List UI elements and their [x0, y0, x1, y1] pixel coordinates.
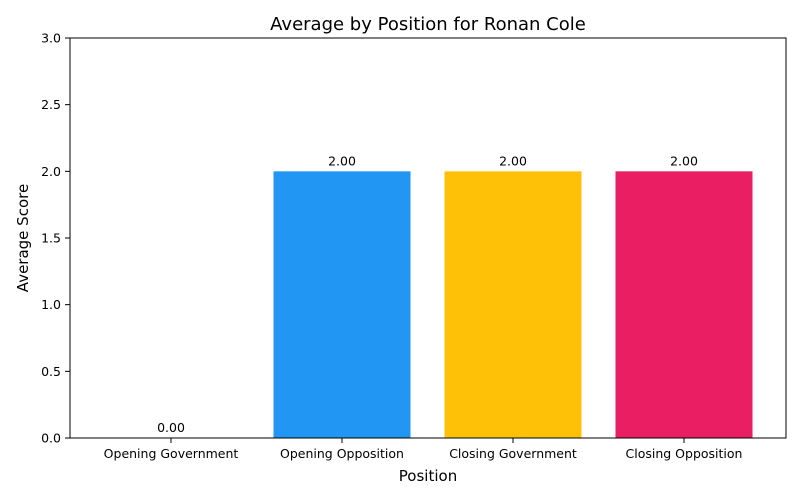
x-ticks-group: Opening Government Opening Opposition Clos…: [104, 438, 743, 461]
bar: [615, 171, 753, 439]
y-tick-label: 2.0: [41, 164, 61, 179]
y-tick-label: 0.5: [41, 364, 61, 379]
x-tick-label: Opening Opposition: [280, 446, 404, 461]
x-tick-label: Closing Opposition: [626, 446, 743, 461]
bar-value-label: 2.00: [328, 153, 356, 168]
x-axis-label: Position: [399, 467, 457, 485]
bar-value-label: 0.00: [157, 420, 185, 435]
y-tick-label: 1.5: [41, 231, 61, 246]
y-tick-label: 2.5: [41, 97, 61, 112]
y-tick-label: 0.0: [41, 431, 61, 446]
y-tick-label: 1.0: [41, 297, 61, 312]
x-tick-label: Closing Government: [449, 446, 577, 461]
bar: [273, 171, 411, 439]
bar-value-label: 2.00: [499, 153, 527, 168]
y-axis-label: Average Score: [14, 184, 32, 292]
y-ticks-group: 0.0 0.5 1.0 1.5 2.0 2.5 3.0: [41, 31, 70, 446]
chart-title: Average by Position for Ronan Cole: [270, 14, 586, 35]
bar: [444, 171, 582, 439]
bar-value-label: 2.00: [670, 153, 698, 168]
bars-group: [273, 171, 753, 439]
x-tick-label: Opening Government: [104, 446, 239, 461]
plot-frame: [69, 37, 787, 439]
data-labels-group: 0.00 2.00 2.00 2.00: [157, 153, 698, 435]
y-tick-label: 3.0: [41, 31, 61, 46]
